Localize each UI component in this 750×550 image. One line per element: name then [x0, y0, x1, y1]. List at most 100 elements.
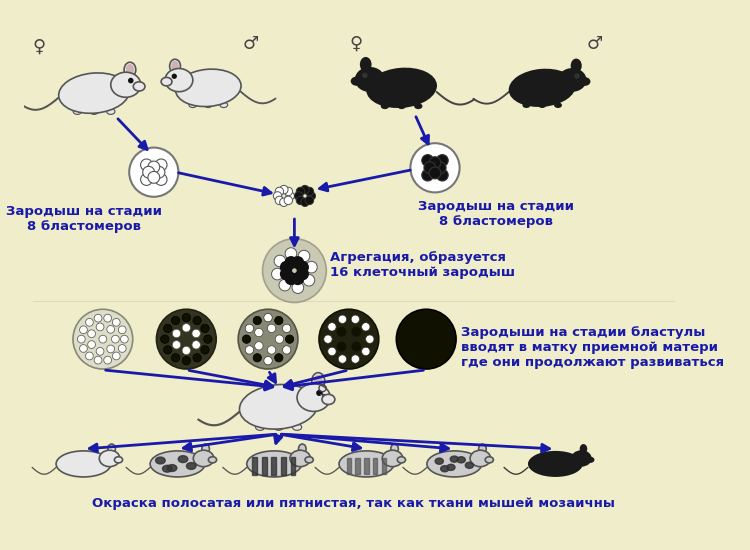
Ellipse shape [351, 76, 362, 86]
Ellipse shape [478, 444, 486, 454]
Circle shape [155, 174, 167, 185]
Circle shape [104, 314, 112, 322]
Circle shape [338, 342, 346, 351]
Circle shape [245, 324, 254, 333]
Circle shape [422, 169, 434, 181]
Ellipse shape [457, 456, 465, 463]
Ellipse shape [74, 108, 82, 114]
Circle shape [272, 268, 284, 280]
Circle shape [155, 159, 167, 171]
Text: Зародыш на стадии
8 бластомеров: Зародыш на стадии 8 бластомеров [5, 205, 161, 233]
Circle shape [129, 79, 133, 82]
Circle shape [305, 196, 314, 205]
Circle shape [172, 74, 176, 78]
Ellipse shape [155, 457, 165, 464]
Circle shape [298, 250, 310, 262]
Ellipse shape [447, 464, 455, 470]
Circle shape [338, 355, 346, 363]
Circle shape [96, 323, 104, 331]
Circle shape [86, 318, 93, 326]
Circle shape [328, 323, 336, 331]
Ellipse shape [523, 102, 530, 108]
Circle shape [140, 159, 152, 171]
Ellipse shape [187, 463, 196, 469]
Bar [272, 457, 276, 475]
Circle shape [182, 314, 190, 322]
Ellipse shape [485, 456, 494, 463]
Circle shape [255, 328, 263, 337]
Circle shape [280, 268, 292, 280]
Circle shape [157, 309, 216, 369]
Circle shape [262, 239, 326, 302]
Ellipse shape [290, 450, 310, 466]
Ellipse shape [247, 451, 302, 477]
Circle shape [253, 316, 262, 324]
Ellipse shape [176, 69, 241, 107]
Ellipse shape [398, 456, 406, 463]
Ellipse shape [202, 444, 209, 454]
Ellipse shape [114, 456, 122, 463]
Circle shape [319, 309, 379, 369]
Bar [364, 459, 368, 474]
Circle shape [275, 335, 284, 343]
Circle shape [436, 169, 448, 181]
Bar [281, 457, 286, 475]
Ellipse shape [170, 59, 181, 73]
Bar [262, 457, 267, 475]
Circle shape [182, 323, 190, 332]
Ellipse shape [391, 444, 398, 454]
Circle shape [362, 347, 370, 356]
Ellipse shape [314, 376, 322, 387]
Circle shape [118, 345, 126, 353]
Circle shape [436, 155, 448, 167]
Text: ♂: ♂ [586, 35, 603, 53]
Ellipse shape [297, 384, 330, 411]
Circle shape [351, 315, 359, 323]
Ellipse shape [298, 444, 306, 454]
Circle shape [285, 248, 297, 260]
Ellipse shape [163, 465, 172, 472]
Ellipse shape [322, 394, 334, 404]
Circle shape [351, 355, 359, 363]
Circle shape [104, 356, 112, 364]
Bar [382, 459, 386, 474]
Circle shape [201, 324, 209, 333]
Ellipse shape [312, 373, 325, 389]
Circle shape [80, 326, 87, 334]
Circle shape [148, 172, 160, 183]
Bar [356, 459, 359, 474]
Bar [291, 457, 296, 475]
Ellipse shape [108, 444, 116, 454]
Ellipse shape [440, 466, 448, 472]
Ellipse shape [528, 451, 583, 477]
Circle shape [328, 347, 336, 356]
Ellipse shape [579, 77, 590, 86]
Ellipse shape [586, 456, 595, 463]
Circle shape [296, 187, 304, 196]
Circle shape [99, 336, 106, 343]
Circle shape [279, 279, 290, 291]
Text: ♀: ♀ [350, 35, 362, 53]
Circle shape [280, 185, 288, 194]
Ellipse shape [580, 444, 587, 454]
Circle shape [285, 273, 297, 284]
Bar [374, 459, 377, 474]
Circle shape [86, 352, 93, 360]
Circle shape [283, 346, 291, 354]
Circle shape [352, 328, 361, 336]
Circle shape [121, 336, 128, 343]
Circle shape [275, 187, 284, 196]
Ellipse shape [366, 68, 437, 108]
Circle shape [94, 356, 102, 364]
Circle shape [148, 161, 160, 173]
Ellipse shape [256, 424, 265, 430]
Ellipse shape [161, 78, 172, 86]
Circle shape [292, 273, 304, 284]
Circle shape [264, 356, 272, 365]
Circle shape [153, 166, 165, 178]
Circle shape [160, 335, 169, 343]
Circle shape [129, 147, 178, 197]
Ellipse shape [465, 462, 473, 469]
Circle shape [295, 192, 303, 200]
Circle shape [77, 336, 86, 343]
